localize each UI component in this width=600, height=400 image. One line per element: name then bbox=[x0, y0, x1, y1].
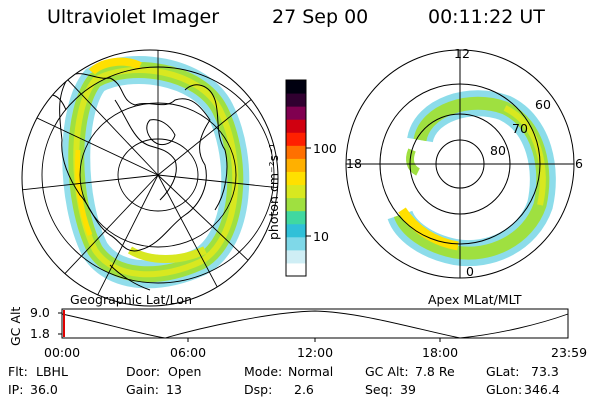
mode-label: Mode: bbox=[244, 364, 283, 379]
timeline-xtick-1800: 18:00 bbox=[422, 345, 459, 360]
gain-label: Gain: bbox=[126, 382, 159, 397]
mlat-label-60: 60 bbox=[535, 97, 551, 112]
glon-value: 346.4 bbox=[524, 382, 560, 397]
colorbar bbox=[285, 79, 311, 277]
colorbar-segment bbox=[286, 197, 306, 212]
aurora-emission-left bbox=[62, 56, 250, 289]
magnetic-polar-panel bbox=[345, 49, 575, 279]
left-panel-caption: Geographic Lat/Lon bbox=[70, 292, 192, 307]
polar-grid bbox=[345, 49, 575, 279]
mlt-label-0: 0 bbox=[466, 264, 474, 279]
time-label: 00:11:22 UT bbox=[428, 6, 545, 28]
gc-alt-value: 7.8 Re bbox=[415, 364, 455, 379]
ip-value: 36.0 bbox=[30, 382, 58, 397]
glat-value: 73.3 bbox=[531, 364, 559, 379]
glon-label: GLon: bbox=[486, 382, 523, 397]
seq-label: Seq: bbox=[365, 382, 393, 397]
door-label: Door: bbox=[126, 364, 161, 379]
colorbar-segment bbox=[286, 80, 306, 94]
timeline-ytick-1-8: 1.8 bbox=[30, 326, 50, 341]
dsp-value: 2.6 bbox=[294, 382, 314, 397]
ip-label: IP: bbox=[8, 382, 24, 397]
filter-label: Flt: bbox=[8, 364, 28, 379]
gc-alt-label: GC Alt: bbox=[365, 364, 409, 379]
door-value: Open bbox=[168, 364, 202, 379]
colorbar-segment bbox=[286, 210, 306, 225]
colorbar-segment bbox=[286, 106, 306, 120]
colorbar-unit-label: photon cm⁻²s⁻¹ bbox=[266, 143, 281, 240]
seq-value: 39 bbox=[400, 382, 416, 397]
timeline-xtick-2359: 23:59 bbox=[551, 345, 588, 360]
colorbar-segment bbox=[286, 132, 306, 146]
instrument-title: Ultraviolet Imager bbox=[47, 6, 220, 28]
colorbar-segment bbox=[286, 249, 306, 264]
timeline-xtick-0600: 06:00 bbox=[170, 345, 207, 360]
colorbar-segment bbox=[286, 93, 306, 107]
mlt-label-6: 6 bbox=[575, 156, 583, 171]
colorbar-segment bbox=[286, 119, 306, 133]
mlat-label-70: 70 bbox=[512, 121, 528, 136]
colorbar-segment bbox=[286, 236, 306, 251]
mlt-label-18: 18 bbox=[346, 156, 362, 171]
mlt-label-12: 12 bbox=[454, 46, 470, 61]
colorbar-segment bbox=[286, 223, 306, 238]
date-label: 27 Sep 00 bbox=[272, 6, 369, 28]
right-panel-caption: Apex MLat/MLT bbox=[428, 292, 522, 307]
mode-value: Normal bbox=[288, 364, 334, 379]
colorbar-tick-10: 10 bbox=[313, 229, 329, 244]
colorbar-segment bbox=[286, 158, 306, 172]
gain-value: 13 bbox=[166, 382, 182, 397]
filter-value: LBHL bbox=[36, 364, 68, 379]
geographic-map-panel bbox=[21, 49, 279, 307]
colorbar-segment bbox=[286, 184, 306, 199]
timeline-xtick-0000: 00:00 bbox=[44, 345, 81, 360]
mlat-label-80: 80 bbox=[490, 143, 506, 158]
altitude-timeline bbox=[58, 308, 569, 342]
aurora-emission-right bbox=[387, 90, 556, 267]
timeline-xtick-1200: 12:00 bbox=[297, 345, 334, 360]
glat-label: GLat: bbox=[486, 364, 520, 379]
dsp-label: Dsp: bbox=[244, 382, 273, 397]
colorbar-segment bbox=[286, 171, 306, 186]
current-time-marker bbox=[63, 310, 65, 337]
timeline-ylabel: GC Alt bbox=[8, 306, 23, 346]
timeline-ytick-9: 9.0 bbox=[30, 305, 50, 320]
colorbar-tick-100: 100 bbox=[313, 141, 337, 156]
colorbar-segment bbox=[286, 262, 306, 277]
colorbar-segment bbox=[286, 145, 306, 159]
